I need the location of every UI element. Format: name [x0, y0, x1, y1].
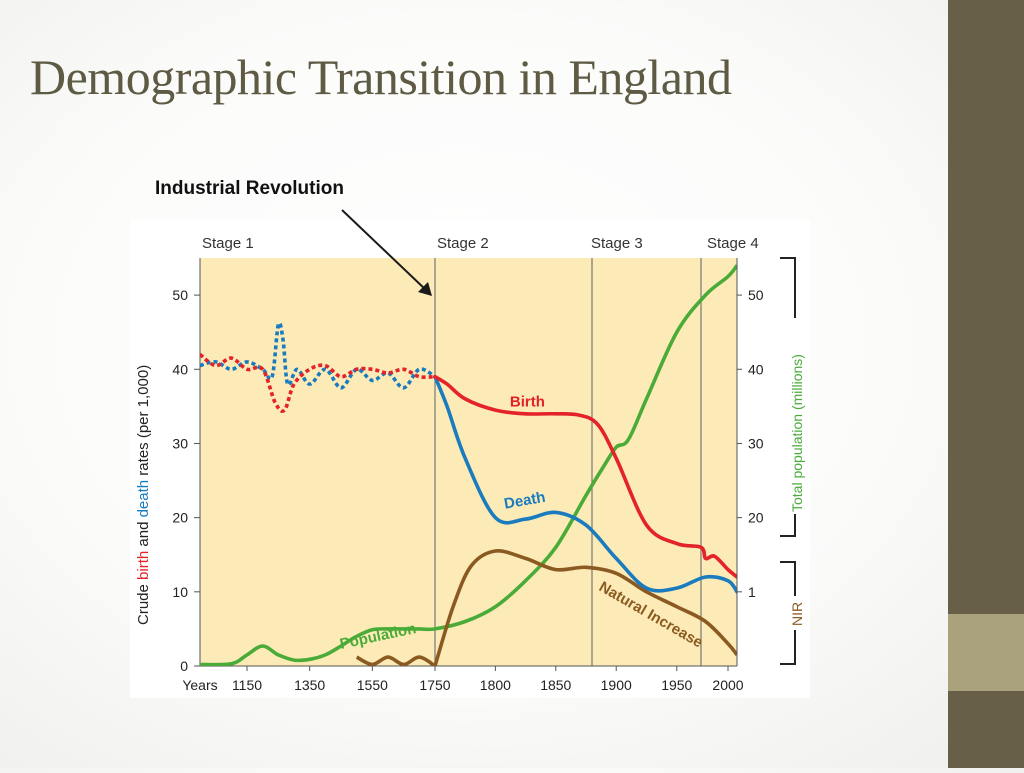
- left-tick-label-0: 0: [180, 658, 188, 674]
- stage-label-4: Stage 4: [707, 235, 759, 252]
- left-tick-label-30: 30: [172, 435, 188, 451]
- birth-line-dotted: [200, 352, 436, 413]
- birth-label: Birth: [510, 393, 545, 410]
- slide-title: Demographic Transition in England: [30, 49, 732, 105]
- x-tick-label-1350: 1350: [294, 677, 325, 693]
- chart-container: Stage 1 Stage 2 Stage 3 Stage 4 0 10 20 30 40 50…: [135, 178, 805, 693]
- y-axis-left-label: Crude birth and death rates (per 1,000): [135, 365, 152, 625]
- stage-label-2: Stage 2: [437, 235, 489, 252]
- death-line: [433, 374, 737, 594]
- nir-tick-label-1: 1: [748, 584, 756, 600]
- series-group: [200, 264, 737, 666]
- stage-label-3: Stage 3: [591, 235, 643, 252]
- left-y-axis: 0 10 20 30 40 50: [172, 258, 201, 674]
- sidebar-accent-block: [948, 614, 1024, 691]
- stage-labels: Stage 1 Stage 2 Stage 3 Stage 4: [202, 235, 759, 252]
- left-tick-label-10: 10: [172, 584, 188, 600]
- left-tick-label-50: 50: [172, 287, 188, 303]
- x-axis-years-label: Years: [182, 677, 217, 693]
- y-axis-right-population-label: Total population (millions): [789, 354, 805, 512]
- left-tick-label-40: 40: [172, 361, 188, 377]
- x-tick-label-1950: 1950: [661, 677, 692, 693]
- x-tick-label-1800: 1800: [480, 677, 511, 693]
- annotation-arrow-head: [418, 282, 432, 296]
- right-y-axis: 20 30 40 50 1: [736, 258, 764, 666]
- death-label: Death: [503, 489, 547, 513]
- stage-label-1: Stage 1: [202, 235, 254, 252]
- x-tick-label-1550: 1550: [357, 677, 388, 693]
- natural-increase-line: [433, 549, 737, 666]
- x-tick-label-1150: 1150: [232, 677, 262, 693]
- stage-dividers: [434, 258, 702, 666]
- nir-bracket-gap: [789, 596, 803, 630]
- x-axis: Years 1150 1350 1550 1750 1800 1850 1900 1950 200…: [182, 665, 744, 693]
- annotation-arrow-line: [341, 209, 427, 291]
- population-line: [200, 264, 737, 666]
- left-tick-label-20: 20: [172, 510, 188, 526]
- x-tick-label-2000: 2000: [712, 677, 743, 693]
- industrial-revolution-annotation: Industrial Revolution: [155, 178, 344, 199]
- y-axis-right-nir-label: NIR: [789, 602, 805, 626]
- x-tick-label-1750: 1750: [419, 677, 450, 693]
- death-line-dotted: [200, 321, 436, 390]
- population-bracket-gap: [789, 318, 803, 514]
- x-tick-label-1850: 1850: [540, 677, 571, 693]
- natural-increase-line-wavy: [355, 655, 436, 666]
- demographic-transition-chart: Stage 1 Stage 2 Stage 3 Stage 4 0 10 20 30 40 50…: [135, 178, 805, 693]
- right-tick-label-30: 30: [748, 435, 764, 451]
- x-tick-label-1900: 1900: [601, 677, 632, 693]
- right-tick-label-50: 50: [748, 287, 764, 303]
- right-tick-label-20: 20: [748, 510, 764, 526]
- birth-line: [433, 374, 737, 579]
- right-tick-label-40: 40: [748, 361, 764, 377]
